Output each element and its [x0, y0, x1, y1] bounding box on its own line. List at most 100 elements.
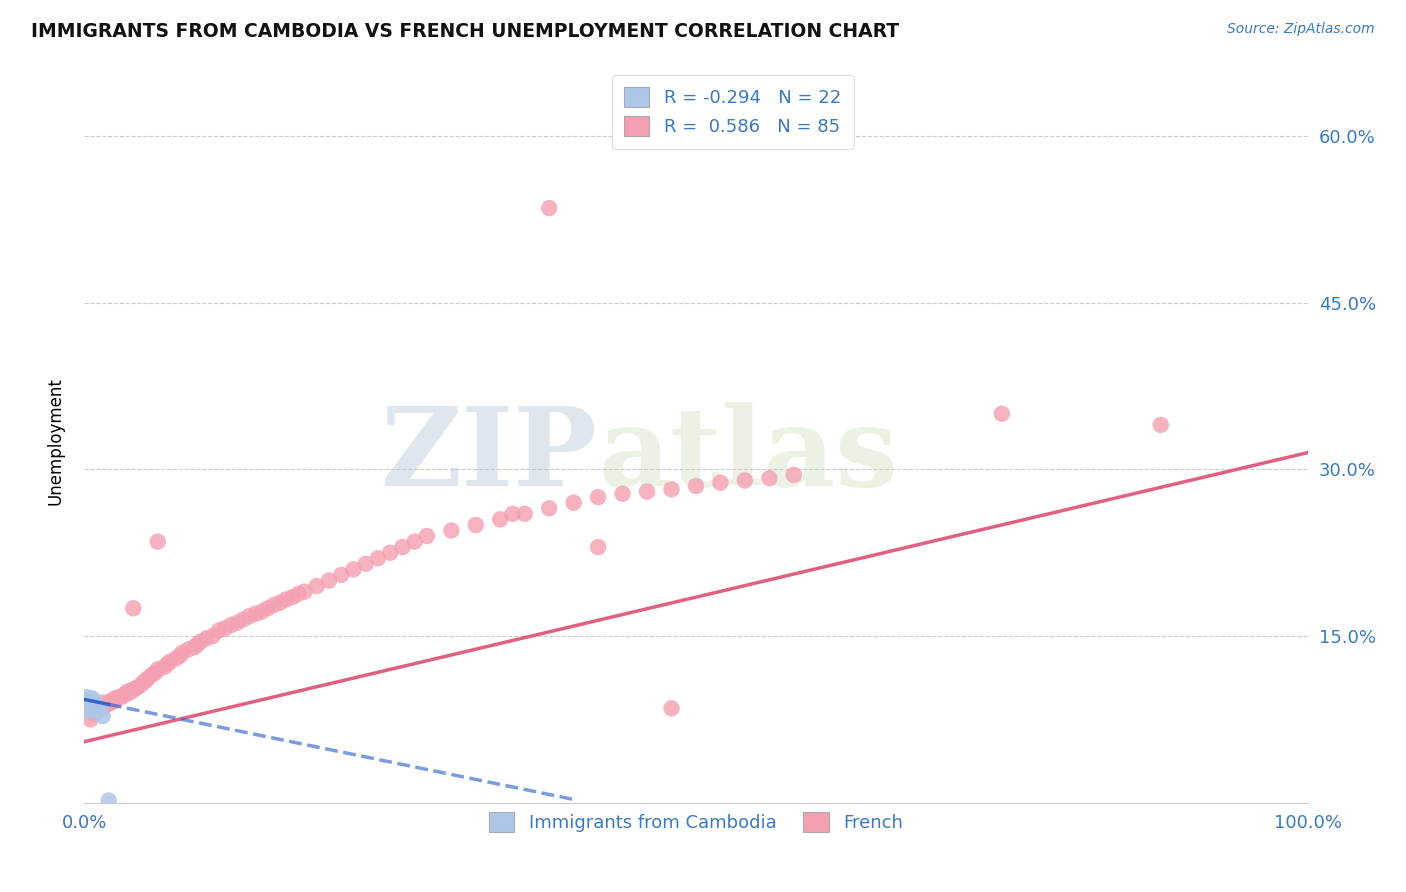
Point [132, 675, 155, 690]
Point [991, 407, 1014, 421]
Point [86, 705, 108, 719]
Point [146, 534, 169, 549]
Point [79, 695, 101, 709]
Point [112, 688, 135, 702]
Point [416, 529, 439, 543]
Point [709, 475, 731, 490]
Point [195, 632, 218, 646]
Point [115, 687, 138, 701]
Point [77, 696, 100, 710]
Point [115, 684, 138, 698]
Point [77, 692, 100, 706]
Point [84, 700, 107, 714]
Point [80, 691, 103, 706]
Point [219, 618, 242, 632]
Point [110, 690, 132, 705]
Point [91, 696, 114, 710]
Point [156, 657, 179, 671]
Point [257, 601, 280, 615]
Point [612, 487, 634, 501]
Point [77, 701, 100, 715]
Point [281, 590, 304, 604]
Point [83, 698, 105, 712]
Point [538, 501, 561, 516]
Point [100, 696, 122, 710]
Point [87, 701, 110, 715]
Point [86, 704, 108, 718]
Point [502, 507, 524, 521]
Text: atlas: atlas [598, 402, 898, 509]
Point [342, 562, 364, 576]
Point [367, 551, 389, 566]
Point [82, 702, 104, 716]
Point [141, 668, 163, 682]
Point [79, 704, 101, 718]
Point [135, 673, 157, 688]
Point [318, 574, 340, 588]
Point [214, 621, 236, 635]
Point [226, 615, 249, 630]
Point [238, 609, 260, 624]
Point [183, 640, 205, 655]
Point [120, 684, 142, 698]
Point [76, 690, 98, 705]
Point [276, 592, 298, 607]
Point [83, 706, 105, 721]
Point [287, 587, 309, 601]
Point [250, 605, 273, 619]
Text: IMMIGRANTS FROM CAMBODIA VS FRENCH UNEMPLOYMENT CORRELATION CHART: IMMIGRANTS FROM CAMBODIA VS FRENCH UNEMP… [31, 22, 898, 41]
Point [232, 612, 254, 626]
Point [104, 691, 127, 706]
Point [513, 507, 536, 521]
Point [190, 634, 212, 648]
Point [125, 681, 148, 696]
Point [586, 490, 609, 504]
Legend: Immigrants from Cambodia, French: Immigrants from Cambodia, French [477, 799, 915, 845]
Point [586, 540, 609, 554]
Point [91, 700, 114, 714]
Point [91, 709, 114, 723]
Point [201, 629, 224, 643]
Point [758, 471, 780, 485]
Point [354, 557, 377, 571]
Point [661, 701, 683, 715]
Point [562, 496, 585, 510]
Y-axis label: Unemployment: Unemployment [46, 377, 65, 506]
Point [97, 794, 120, 808]
Point [80, 700, 103, 714]
Point [153, 660, 176, 674]
Point [82, 696, 104, 710]
Point [263, 598, 285, 612]
Point [77, 699, 100, 714]
Point [661, 483, 683, 497]
Point [380, 546, 402, 560]
Point [165, 651, 187, 665]
Point [122, 601, 145, 615]
Point [269, 596, 291, 610]
Point [96, 698, 118, 712]
Point [136, 671, 159, 685]
Point [75, 693, 97, 707]
Point [685, 479, 707, 493]
Point [734, 474, 756, 488]
Point [177, 642, 200, 657]
Point [172, 646, 194, 660]
Point [464, 517, 486, 532]
Point [538, 201, 561, 215]
Point [79, 713, 101, 727]
Point [128, 679, 150, 693]
Point [86, 699, 108, 714]
Point [159, 655, 181, 669]
Point [305, 579, 328, 593]
Point [783, 467, 806, 482]
Point [294, 584, 316, 599]
Point [97, 695, 120, 709]
Point [245, 607, 267, 621]
Point [391, 540, 413, 554]
Point [330, 568, 353, 582]
Point [489, 512, 512, 526]
Text: Source: ZipAtlas.com: Source: ZipAtlas.com [1227, 22, 1375, 37]
Point [83, 693, 105, 707]
Point [636, 484, 658, 499]
Point [107, 690, 129, 705]
